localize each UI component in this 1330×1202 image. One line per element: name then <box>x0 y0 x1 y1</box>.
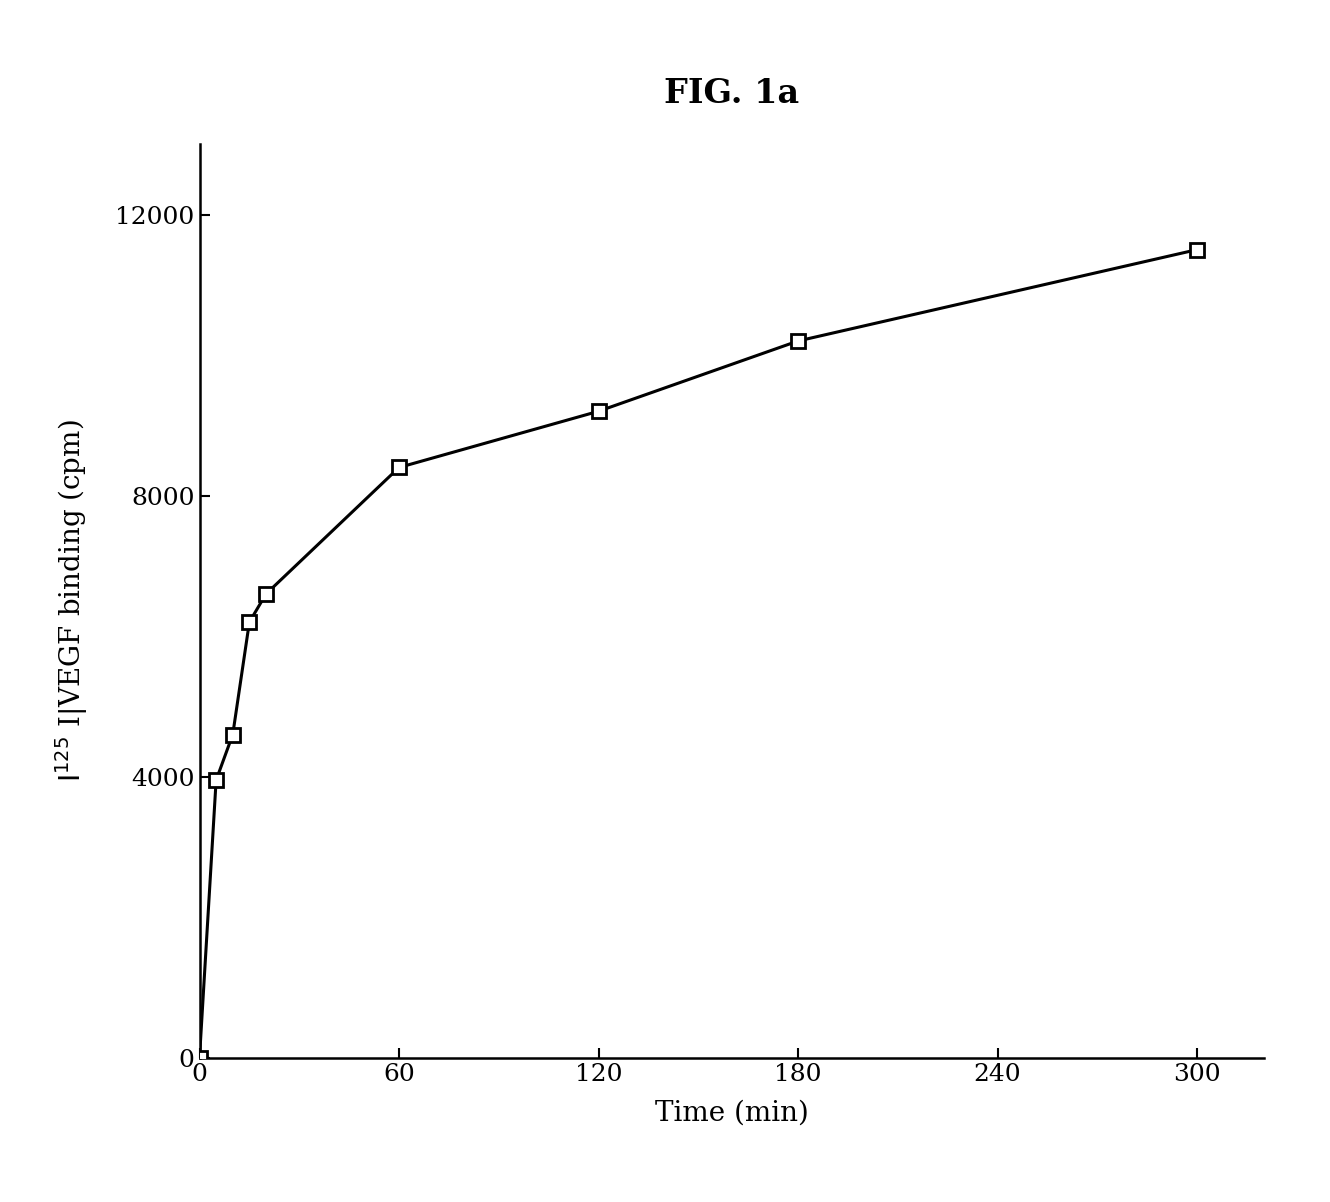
Text: $\rm I^{125}$ I|VEGF binding (cpm): $\rm I^{125}$ I|VEGF binding (cpm) <box>53 419 90 783</box>
X-axis label: Time (min): Time (min) <box>654 1100 809 1126</box>
Title: FIG. 1a: FIG. 1a <box>664 77 799 109</box>
